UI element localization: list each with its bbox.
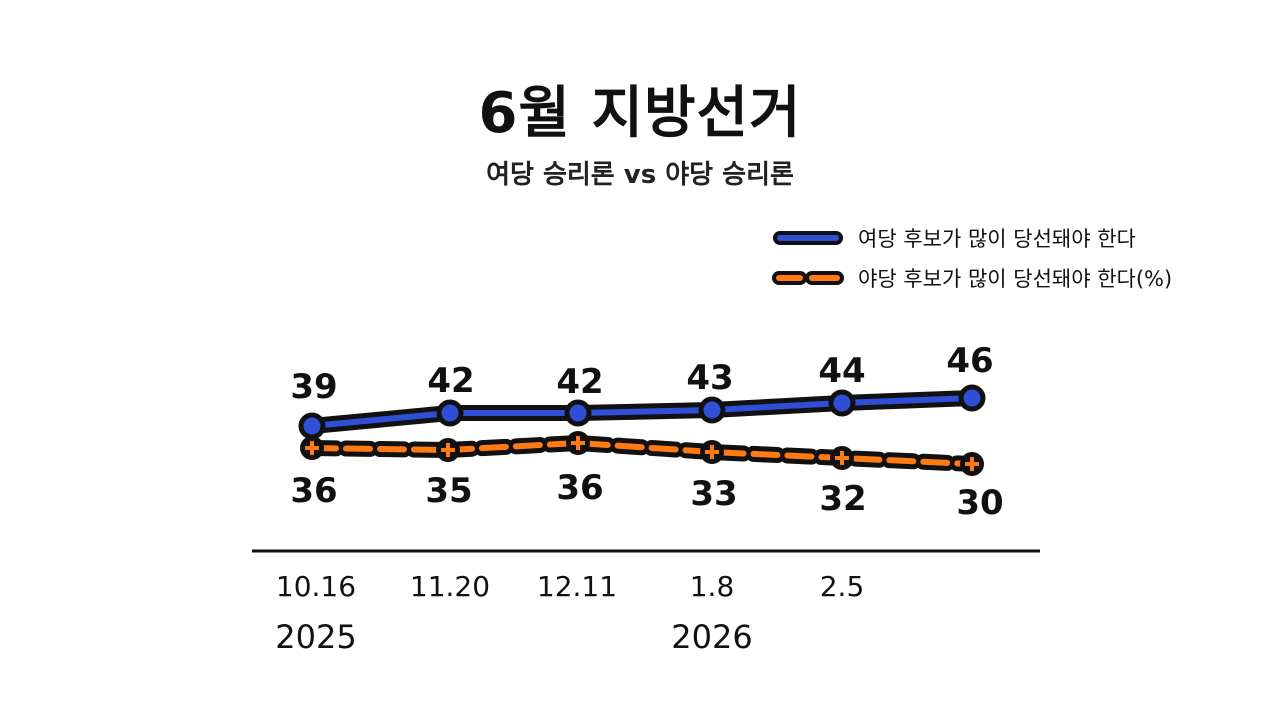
plus-marker-icon <box>436 438 460 462</box>
x-tick-label: 10.16 <box>276 570 356 603</box>
circle-marker-icon <box>958 384 986 412</box>
legend-item-opposition: 야당 후보가 많이 당선돼야 한다(%) <box>772 258 1172 298</box>
data-label: 42 <box>556 362 603 402</box>
opposition-markers <box>300 431 984 476</box>
data-label: 30 <box>956 483 1003 523</box>
x-tick-label: 11.20 <box>410 570 490 603</box>
circle-marker-icon <box>564 399 592 427</box>
chart-title: 6월 지방선거 <box>478 81 802 146</box>
data-label: 36 <box>290 471 337 511</box>
chart-subtitle: 여당 승리론 vs 야당 승리론 <box>486 160 794 190</box>
legend-item-ruling: 여당 후보가 많이 당선돼야 한다 <box>772 218 1172 258</box>
year-labels: 2025 2026 <box>275 618 752 656</box>
circle-marker-icon <box>698 396 726 424</box>
solid-line-swatch-icon <box>773 231 843 245</box>
plus-marker-icon <box>960 452 984 476</box>
year-label: 2026 <box>671 618 752 656</box>
plus-marker-icon <box>566 431 590 455</box>
circle-marker-icon <box>828 389 856 417</box>
x-tick-labels: 10.16 11.20 12.11 1.8 2.5 <box>276 570 864 603</box>
data-label: 42 <box>427 361 474 401</box>
ruling-data-labels: 39 42 42 43 44 46 <box>290 341 993 407</box>
legend: 여당 후보가 많이 당선돼야 한다 야당 후보가 많이 당선돼야 한다(%) <box>772 218 1172 298</box>
data-label: 39 <box>290 367 337 407</box>
data-label: 33 <box>690 474 737 514</box>
x-tick-label: 1.8 <box>690 570 735 603</box>
legend-label-opposition: 야당 후보가 많이 당선돼야 한다(%) <box>858 267 1173 291</box>
x-tick-label: 2.5 <box>820 570 865 603</box>
plus-marker-icon <box>830 446 854 470</box>
opposition-data-labels: 36 35 36 33 32 30 <box>290 468 1003 523</box>
year-label: 2025 <box>275 618 356 656</box>
plus-marker-icon <box>700 440 724 464</box>
circle-marker-icon <box>436 399 464 427</box>
ruling-line <box>309 395 975 429</box>
ruling-markers <box>298 384 986 440</box>
data-label: 32 <box>819 479 866 519</box>
opposition-line <box>309 440 975 467</box>
legend-label-ruling: 여당 후보가 많이 당선돼야 한다 <box>858 227 1136 251</box>
data-label: 43 <box>686 358 733 398</box>
data-label: 44 <box>818 351 865 391</box>
plus-marker-icon <box>300 436 324 460</box>
circle-marker-icon <box>298 412 326 440</box>
data-label: 36 <box>556 468 603 508</box>
data-label: 35 <box>425 471 472 511</box>
x-tick-label: 12.11 <box>537 570 617 603</box>
dashed-line-swatch-icon <box>772 271 844 285</box>
data-label: 46 <box>946 341 993 381</box>
